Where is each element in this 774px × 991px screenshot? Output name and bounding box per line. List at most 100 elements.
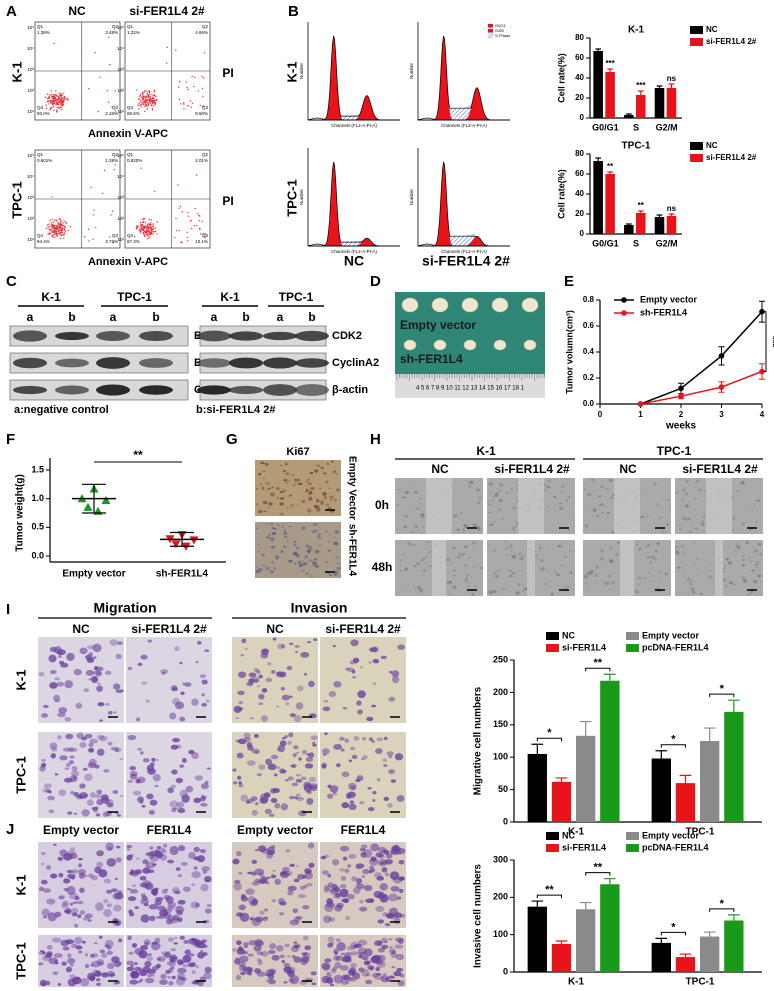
bar [636,95,646,118]
cell [421,526,424,528]
cell [300,958,308,966]
cell [654,549,658,553]
cell [327,793,334,799]
cell [290,504,294,507]
error-bar [728,914,740,921]
cell [289,919,300,926]
cell [361,875,366,878]
cell [754,549,758,553]
tumor [401,297,419,313]
cell [682,576,684,578]
cell [79,783,86,789]
cell [635,543,639,546]
cell [588,506,590,508]
cell [373,872,382,878]
cell [261,511,264,513]
cell [73,776,77,780]
cell [686,579,690,582]
cell [377,919,385,924]
cell [166,961,171,966]
event [151,109,154,111]
axis-tick-label: 10¹ [117,109,124,114]
cell [251,809,258,816]
cell [305,757,314,763]
cell [271,669,276,674]
cell [263,908,268,912]
cell [287,889,294,896]
cell [317,536,322,539]
event [138,108,140,110]
cell [468,556,471,559]
event [57,98,60,100]
event [148,229,150,231]
cell [688,530,692,533]
event [153,89,156,92]
y-tick-label: 250 [493,654,508,664]
cell [271,486,274,489]
x-tick-label: G2/M [656,238,678,248]
cell [41,758,46,762]
cell [386,979,391,982]
event [146,100,148,102]
cell [487,500,490,503]
cell [478,496,482,500]
cell [376,940,382,946]
y-tick-label: 60 [575,169,584,178]
event [144,103,147,105]
cell [279,671,287,678]
cell [699,592,703,595]
cell [336,563,339,565]
cell [248,672,257,678]
error-bar [555,940,568,944]
cell [279,871,290,879]
event [199,228,201,230]
cell [302,905,310,910]
cell [606,511,610,515]
band [96,330,130,342]
cell [550,592,554,596]
event [140,93,142,96]
bar [600,680,620,822]
cell [64,767,70,770]
event [142,92,144,94]
cell [236,775,242,780]
error-bar [655,937,668,943]
cell [288,526,291,528]
cell [616,541,620,544]
cell [161,889,168,895]
cell [107,741,113,746]
error-bar [604,673,616,681]
y-tick-label: 0 [580,113,585,122]
cell [41,852,46,856]
cell [50,873,58,879]
cell [177,899,186,905]
cell [106,889,113,894]
cell [178,846,186,851]
y-tick-label: 200 [493,892,508,902]
cell [54,677,60,681]
event [52,230,55,232]
error-bar [595,157,602,161]
quadrant-percent: 3.72% [105,239,118,244]
cell [362,736,367,741]
cell [346,893,355,900]
cell [204,966,212,974]
cell [112,789,119,795]
cell [293,544,297,547]
cell [396,896,402,900]
event [143,227,145,230]
cell [305,572,310,575]
event [156,233,158,235]
event [152,223,154,225]
cell [96,958,105,966]
event [53,229,56,232]
event [52,236,55,238]
cell [266,876,271,879]
bar [624,225,634,234]
cell [315,464,318,466]
cell [294,645,300,648]
cell [285,481,288,484]
cell [115,857,122,863]
event [58,96,60,98]
cell [592,508,597,512]
